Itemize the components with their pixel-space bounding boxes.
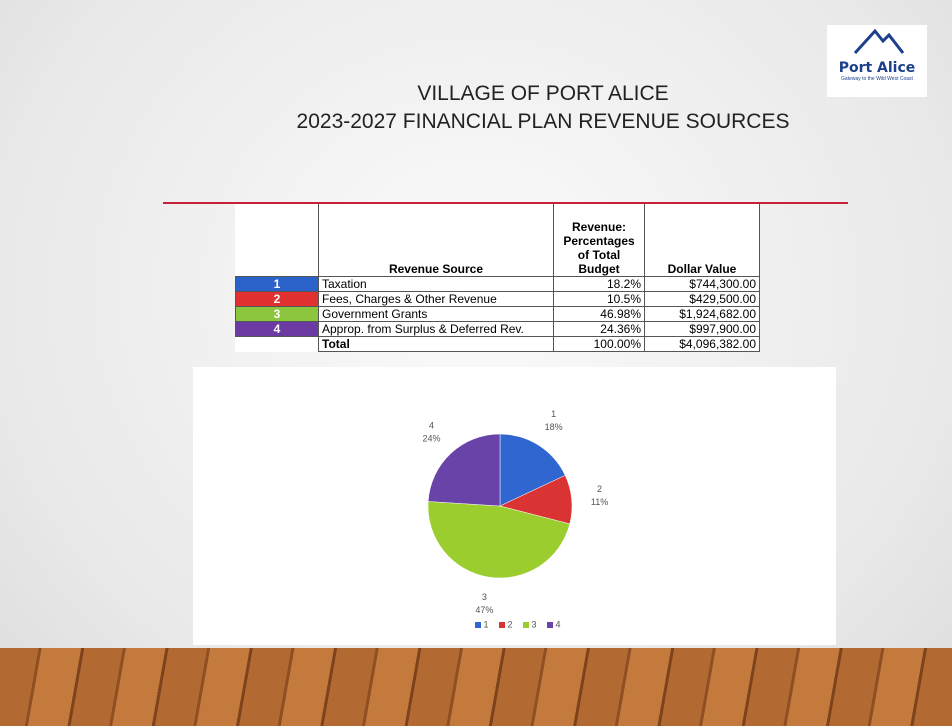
chart-area: 1 18% 2 11% 3 47% 4 24% 1 2 3 4 — [193, 367, 836, 645]
legend-swatch — [499, 622, 505, 628]
header-cell: Dollar Value — [645, 204, 760, 277]
slice-label: 24% — [423, 433, 441, 443]
source-cell: Fees, Charges & Other Revenue — [319, 292, 554, 307]
row-number: 2 — [236, 292, 319, 307]
source-cell: Approp. from Surplus & Deferred Rev. — [319, 322, 554, 337]
floor — [0, 648, 952, 726]
dollar-cell: $429,500.00 — [645, 292, 760, 307]
legend-label: 3 — [531, 619, 536, 629]
legend-label: 2 — [507, 619, 512, 629]
logo-mountain — [847, 25, 907, 55]
total-label: Total — [319, 337, 554, 352]
slice-category: 2 — [597, 484, 602, 494]
legend-swatch — [475, 622, 481, 628]
dollar-cell: $744,300.00 — [645, 277, 760, 292]
title: 2023-2027 FINANCIAL PLAN REVENUE SOURCES — [0, 110, 952, 134]
slice-label: 18% — [545, 422, 563, 432]
slice-label: 47% — [475, 605, 493, 615]
dollar-cell: $1,924,682.00 — [645, 307, 760, 322]
slide: VILLAGE OF PORT ALICE 2023-2027 FINANCIA… — [0, 0, 952, 726]
row-number: 4 — [236, 322, 319, 337]
percent-cell: 24.36% — [554, 322, 645, 337]
total-percent: 100.00% — [554, 337, 645, 352]
percent-cell: 10.5% — [554, 292, 645, 307]
source-cell: Government Grants — [319, 307, 554, 322]
legend-label: 1 — [483, 619, 488, 629]
legend-label: 4 — [555, 619, 560, 629]
slice-label: 11% — [591, 497, 608, 507]
percent-cell: 46.98% — [554, 307, 645, 322]
row-number: 3 — [236, 307, 319, 322]
legend-swatch — [523, 622, 529, 628]
pie-chart: 1 18% 2 11% 3 47% 4 24% 1 2 3 4 — [193, 367, 836, 645]
slice-category: 3 — [482, 592, 487, 602]
logo: Port Alice Gateway to the Wild West Coas… — [827, 25, 927, 97]
header-cell: Revenue: Percentages of Total Budget — [554, 204, 645, 277]
total-dollar: $4,096,382.00 — [645, 337, 760, 352]
blank — [236, 204, 319, 277]
percent-cell: 18.2% — [554, 277, 645, 292]
logo-name: Port Alice — [827, 60, 927, 76]
revenue-table: Revenue Source Revenue: Percentages of T… — [235, 204, 760, 352]
row-number: 1 — [236, 277, 319, 292]
header-cell: Revenue Source — [319, 204, 554, 277]
logo-tagline: Gateway to the Wild West Coast — [827, 76, 927, 82]
slice-category: 4 — [429, 420, 434, 430]
source-cell: Taxation — [319, 277, 554, 292]
title: VILLAGE OF PORT ALICE — [0, 82, 952, 106]
legend-swatch — [547, 622, 553, 628]
blank — [236, 337, 319, 352]
dollar-cell: $997,900.00 — [645, 322, 760, 337]
slice-category: 1 — [551, 409, 556, 419]
pie-slice — [428, 434, 500, 506]
